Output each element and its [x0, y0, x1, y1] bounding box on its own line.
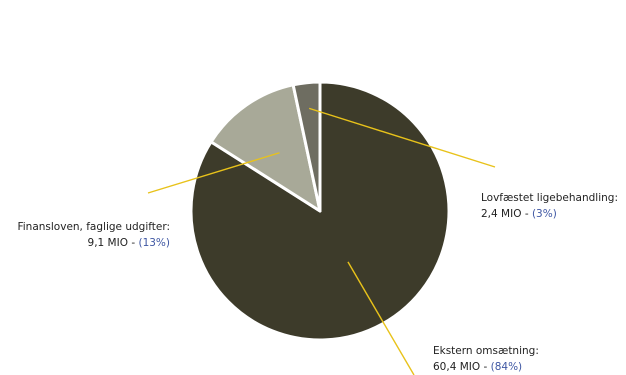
slice-percent-lovfaestet: (3%) [531, 208, 557, 220]
slice-percent-finansloven: (13%) [138, 237, 170, 249]
slice-percent-ekstern: (84%) [490, 361, 523, 373]
slice-lovfaestet [291, 80, 322, 213]
slice-label-lovfaestet: Lovfæstet ligebehandling: 2,4 MIO - (3%) [481, 190, 618, 222]
slice-label-finansloven: Finansloven, faglige udgifter: 9,1 MIO -… [2, 219, 170, 251]
slice-label-finansloven-value: 9,1 MIO - (13%) [87, 237, 170, 249]
slice-finansloven [209, 83, 322, 213]
slice-label-ekstern-value: 60,4 MIO - (84%) [433, 361, 523, 373]
leader-line-lovfaestet [308, 107, 496, 168]
slice-value-finansloven: 9,1 MIO [87, 237, 128, 249]
slice-value-lovfaestet: 2,4 MIO [481, 208, 522, 220]
leader-line-ekstern [347, 261, 415, 375]
slice-label-lovfaestet-value: 2,4 MIO - (3%) [481, 208, 557, 220]
slice-label-ekstern: Ekstern omsætning: 60,4 MIO - (84%) [433, 343, 539, 375]
slice-label-lovfaestet-title: Lovfæstet ligebehandling: [481, 192, 618, 204]
slice-label-ekstern-title: Ekstern omsætning: [433, 345, 539, 357]
leader-line-finansloven [147, 152, 280, 194]
slice-label-finansloven-title: Finansloven, faglige udgifter: [17, 221, 170, 233]
slice-value-ekstern: 60,4 MIO [433, 361, 481, 373]
